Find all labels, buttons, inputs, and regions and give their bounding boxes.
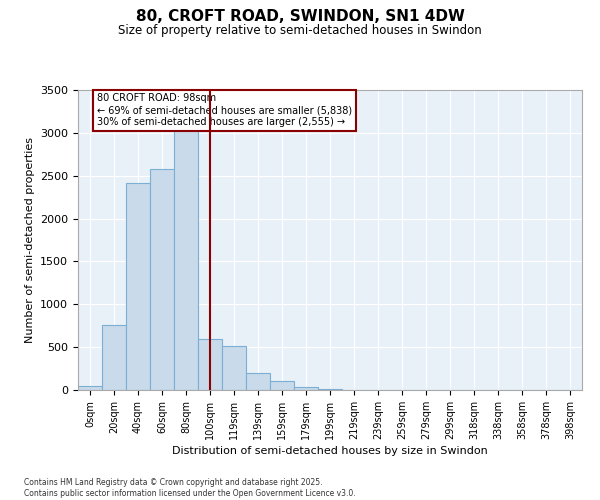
Bar	[102, 325, 126, 390]
Text: 80 CROFT ROAD: 98sqm
← 69% of semi-detached houses are smaller (5,838)
30% of se: 80 CROFT ROAD: 98sqm ← 69% of semi-detac…	[97, 94, 352, 126]
Bar	[198, 338, 222, 390]
Bar	[174, 110, 198, 390]
Text: 80, CROFT ROAD, SWINDON, SN1 4DW: 80, CROFT ROAD, SWINDON, SN1 4DW	[136, 9, 464, 24]
Bar	[246, 373, 270, 390]
Bar	[318, 389, 342, 390]
Bar	[126, 182, 150, 390]
X-axis label: Distribution of semi-detached houses by size in Swindon: Distribution of semi-detached houses by …	[172, 446, 488, 456]
Bar	[150, 169, 174, 390]
Bar	[222, 346, 246, 390]
Text: Size of property relative to semi-detached houses in Swindon: Size of property relative to semi-detach…	[118, 24, 482, 37]
Y-axis label: Number of semi-detached properties: Number of semi-detached properties	[25, 137, 35, 343]
Text: Contains HM Land Registry data © Crown copyright and database right 2025.
Contai: Contains HM Land Registry data © Crown c…	[24, 478, 356, 498]
Bar	[78, 386, 102, 390]
Bar	[294, 386, 318, 390]
Bar	[270, 382, 294, 390]
